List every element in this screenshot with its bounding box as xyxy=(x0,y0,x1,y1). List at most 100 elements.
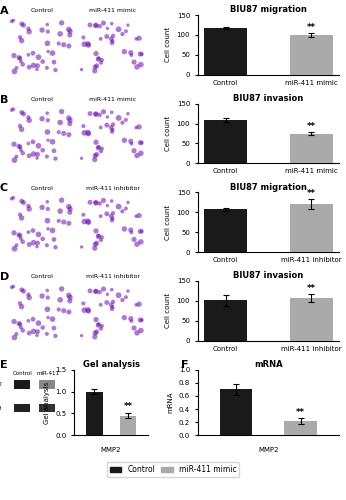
Point xyxy=(26,114,31,122)
Point xyxy=(26,116,32,124)
Point xyxy=(134,124,139,132)
Point xyxy=(93,22,99,30)
FancyBboxPatch shape xyxy=(39,380,55,390)
Point xyxy=(44,64,49,72)
Text: MMP2: MMP2 xyxy=(0,382,2,387)
Point xyxy=(51,236,57,244)
Point xyxy=(104,202,110,209)
Text: MMP2: MMP2 xyxy=(258,447,279,453)
Point xyxy=(96,54,101,62)
Point xyxy=(137,228,143,235)
Point xyxy=(19,286,25,294)
Point xyxy=(59,19,64,27)
Point xyxy=(92,156,98,164)
Point xyxy=(110,126,115,134)
Point xyxy=(45,306,50,314)
Point xyxy=(31,150,36,158)
Point xyxy=(45,294,51,302)
Point xyxy=(108,35,114,43)
Point xyxy=(34,332,40,340)
Point xyxy=(93,287,99,295)
Point xyxy=(18,324,24,332)
Point xyxy=(26,317,31,325)
Y-axis label: Cell count: Cell count xyxy=(165,116,171,151)
Point xyxy=(104,210,110,218)
Point xyxy=(11,318,17,326)
Point xyxy=(121,136,127,144)
Point xyxy=(121,314,127,322)
Point xyxy=(44,152,49,160)
Point xyxy=(82,218,87,226)
Point xyxy=(109,39,115,47)
Point xyxy=(92,333,98,341)
Point xyxy=(79,243,84,251)
Point xyxy=(93,21,99,29)
Point xyxy=(86,218,91,226)
Point xyxy=(94,328,99,336)
Point xyxy=(21,287,26,295)
Point xyxy=(57,118,63,126)
Point xyxy=(98,212,103,220)
Point xyxy=(26,205,32,213)
Point xyxy=(36,319,41,327)
Point xyxy=(110,303,115,311)
Point xyxy=(109,216,115,224)
Point xyxy=(57,296,63,304)
Point xyxy=(110,214,115,222)
Point xyxy=(125,198,131,206)
Bar xyxy=(204,210,247,252)
Point xyxy=(138,326,144,334)
Point xyxy=(120,208,125,216)
Point xyxy=(35,150,40,158)
Point xyxy=(134,329,140,337)
Point xyxy=(35,239,40,247)
Point xyxy=(121,225,127,233)
Point xyxy=(66,308,72,316)
Point xyxy=(12,156,17,164)
Point xyxy=(123,204,129,212)
Point xyxy=(82,306,87,314)
Point xyxy=(66,130,72,138)
Point xyxy=(137,138,143,146)
Point xyxy=(17,34,23,42)
Point xyxy=(17,232,23,239)
Point xyxy=(67,116,73,124)
Point xyxy=(40,146,45,154)
FancyBboxPatch shape xyxy=(14,404,30,412)
Point xyxy=(61,130,66,138)
Point xyxy=(17,122,23,130)
Point xyxy=(86,130,91,138)
Point xyxy=(61,306,66,314)
Point xyxy=(56,217,62,225)
Bar xyxy=(204,300,247,341)
Point xyxy=(67,208,73,216)
Point xyxy=(19,302,25,310)
Text: F: F xyxy=(181,360,188,370)
Text: miR-411 inhibitor: miR-411 inhibitor xyxy=(86,186,140,190)
Point xyxy=(136,212,142,220)
Point xyxy=(93,199,99,207)
Text: **: ** xyxy=(307,190,316,198)
Point xyxy=(50,315,55,323)
Text: **: ** xyxy=(307,284,316,292)
Point xyxy=(87,110,93,118)
Text: B: B xyxy=(0,94,8,104)
Point xyxy=(50,138,55,146)
Point xyxy=(92,63,98,71)
Point xyxy=(92,152,98,160)
Text: miR-411 mimic: miR-411 mimic xyxy=(89,8,136,13)
Point xyxy=(95,55,101,63)
Point xyxy=(30,315,36,323)
Point xyxy=(94,239,99,247)
Point xyxy=(40,58,45,66)
Point xyxy=(45,314,51,322)
Point xyxy=(40,235,45,243)
Point xyxy=(79,154,84,162)
Point xyxy=(98,301,103,309)
Point xyxy=(17,320,23,328)
Point xyxy=(131,146,137,154)
Bar xyxy=(120,416,136,436)
Point xyxy=(99,322,104,330)
Text: GAPDH: GAPDH xyxy=(0,406,2,411)
Point xyxy=(30,49,36,57)
